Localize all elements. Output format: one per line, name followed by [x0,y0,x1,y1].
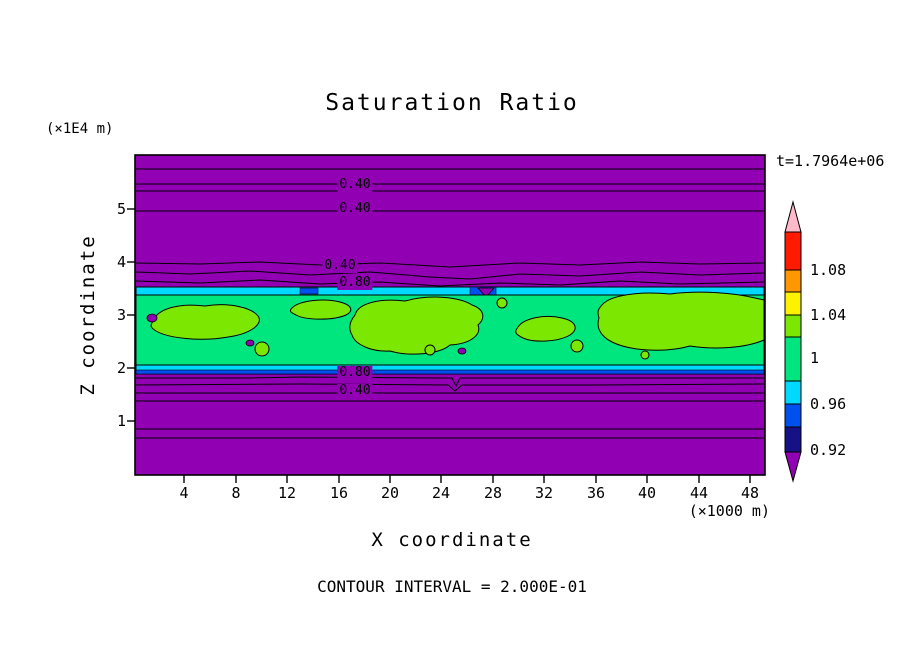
colorbar-segment [784,336,802,382]
x-axis-unit-label: (×1000 m) [688,502,770,520]
colorbar-arrow-bottom [784,451,802,483]
band-blue-bottom-line [135,369,765,375]
contour-value-label: 0.40 [322,258,358,273]
x-tick-label: 12 [277,484,297,502]
x-tick-label: 40 [637,484,657,502]
colorbar-tick-label: 0.96 [810,395,847,413]
contour-lines-upper-mid [135,261,765,287]
contour-value-label: 0.80 [337,275,373,290]
x-tick-label: 16 [329,484,349,502]
x-tick-label: 44 [689,484,709,502]
colorbar-segment [784,426,802,453]
colorbar-segment [784,291,802,316]
contour-value-label: 0.40 [337,177,373,192]
contour-value-label: 0.80 [337,365,373,380]
contour-lines-lower [135,376,765,439]
colorbar-tick-label: 1 [810,349,820,367]
contour-interval-note: CONTOUR INTERVAL = 2.000E-01 [317,577,587,596]
y-tick-label: 5 [116,200,126,218]
x-tick-label: 32 [534,484,554,502]
low-saturation-specks [146,313,467,355]
band-purple-notch [477,287,495,298]
x-tick-label: 28 [483,484,503,502]
y-tick-label: 3 [116,306,126,324]
colorbar-segment [784,231,802,271]
time-annotation: t=1.7964e+06 [776,152,885,170]
contour-value-label: 0.40 [337,201,373,216]
axis-tick-marks [127,208,751,483]
band-blue-patch [299,287,319,295]
x-axis-title: X coordinate [371,529,533,551]
colorbar-tick-label: 1.04 [810,306,847,324]
y-axis-title: Z coordinate [77,234,99,396]
x-tick-label: 24 [431,484,451,502]
y-tick-label: 1 [116,412,126,430]
colorbar-tick-label: 0.92 [810,441,847,459]
colorbar-segment [784,380,802,405]
x-tick-label: 8 [231,484,241,502]
x-tick-label: 48 [740,484,760,502]
colorbar [784,200,802,483]
colorbar-arrow-top [784,200,802,233]
high-saturation-patches [150,291,765,360]
y-axis-unit-label: (×1E4 m) [46,121,114,137]
x-tick-label: 20 [380,484,400,502]
colorbar-segment [784,314,802,338]
contour-value-label: 0.40 [337,383,373,398]
colorbar-segment [784,269,802,293]
y-tick-label: 4 [116,253,126,271]
colorbar-segment [784,403,802,428]
x-tick-label: 4 [179,484,189,502]
y-tick-label: 2 [116,359,126,377]
chart-title: Saturation Ratio [325,90,579,116]
contour-lines-top [136,168,764,212]
colorbar-tick-label: 1.08 [810,261,847,279]
x-tick-label: 36 [586,484,606,502]
plot-area [127,154,766,483]
